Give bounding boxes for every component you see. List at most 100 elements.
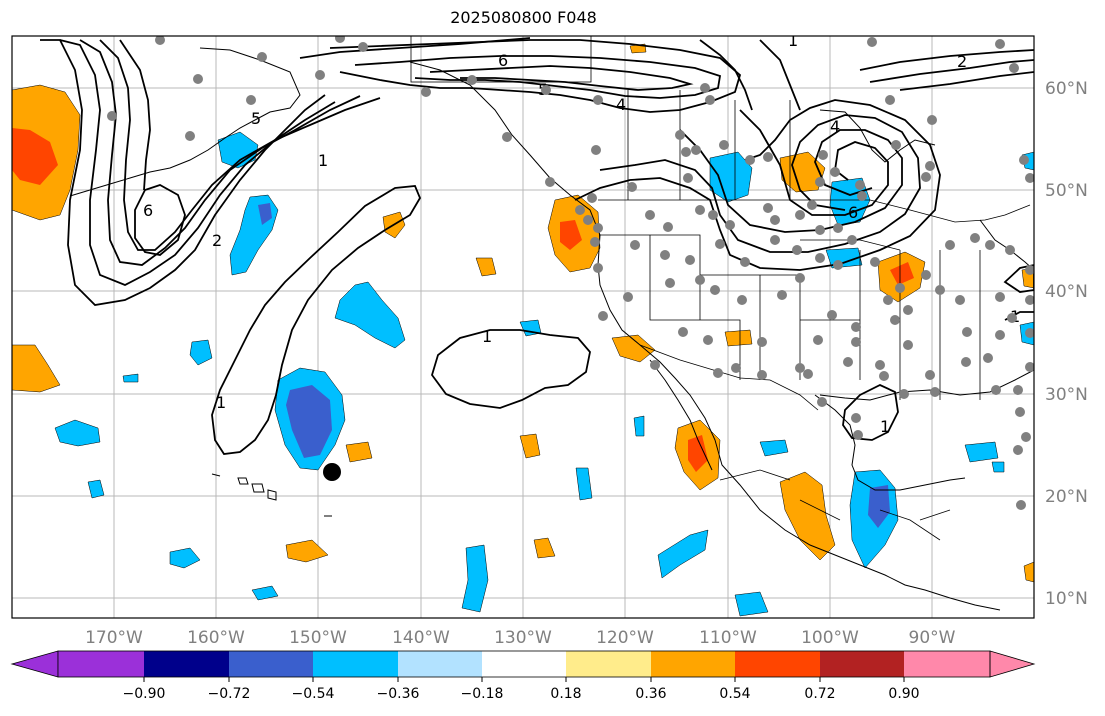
lat-label: 60°N	[1045, 79, 1088, 99]
station-dot	[763, 152, 773, 162]
station-dot	[995, 292, 1005, 302]
station-dot	[725, 220, 735, 230]
lon-label: 100°W	[801, 628, 859, 648]
station-dot	[891, 140, 901, 150]
colorbar-bin	[58, 651, 144, 677]
mexico-state-lines	[719, 469, 951, 541]
negative-anomaly-patch	[122, 373, 139, 383]
black-dot-marker	[323, 463, 341, 481]
negative-anomaly-patch	[54, 419, 101, 447]
strong-positive-anomaly-patch	[890, 262, 914, 285]
contour-label: 4	[830, 117, 840, 136]
north-america-west-coastline	[409, 61, 1001, 611]
station-dot	[583, 215, 593, 225]
station-dot	[678, 327, 688, 337]
station-dot	[663, 222, 673, 232]
state-lines	[600, 234, 981, 400]
positive-anomaly-patch	[475, 257, 497, 277]
station-dot	[847, 235, 857, 245]
contour-label: 6	[848, 203, 858, 222]
political-borders	[410, 36, 1031, 541]
station-dot	[681, 147, 691, 157]
gulf-north-coastline	[819, 369, 1034, 401]
station-dot	[315, 70, 325, 80]
colorbar-bin	[904, 651, 990, 677]
contour-1-central	[211, 185, 422, 455]
station-dot	[541, 85, 551, 95]
station-dot	[745, 155, 755, 165]
contour-label: 6	[143, 201, 153, 220]
contour-6-north	[429, 65, 694, 91]
station-dot	[903, 340, 913, 350]
negative-anomaly-patch	[633, 415, 645, 437]
strong-negative-anomaly-patch	[868, 485, 890, 528]
station-dot	[843, 357, 853, 367]
colorbar-bin	[651, 651, 735, 677]
negative-anomaly-patch	[461, 544, 489, 613]
negative-anomaly-patch	[657, 529, 709, 579]
station-dot	[591, 145, 601, 155]
contour-label: 2	[212, 231, 222, 250]
us-canada-border	[598, 199, 1031, 223]
contour-1-east	[431, 329, 591, 409]
colorbar-tick-label: −0.54	[292, 686, 335, 702]
station-dot	[757, 370, 767, 380]
positive-anomaly-patch	[611, 334, 656, 363]
station-dot	[851, 413, 861, 423]
station-dot	[246, 95, 256, 105]
station-dot	[995, 39, 1005, 49]
colorbar-tick-label: −0.90	[123, 686, 166, 702]
negative-anomaly-patch	[189, 339, 213, 366]
negative-anomaly-patch	[734, 591, 769, 617]
station-dot	[645, 210, 655, 220]
positive-anomaly-patch	[1023, 561, 1034, 583]
station-dot	[875, 360, 885, 370]
station-dot	[593, 223, 603, 233]
station-dot	[879, 371, 889, 381]
station-dot	[708, 210, 718, 220]
station-dot	[731, 363, 741, 373]
station-dot	[962, 327, 972, 337]
station-dot	[925, 370, 935, 380]
positive-anomaly-patch	[345, 441, 373, 463]
station-dot	[815, 253, 825, 263]
station-dot	[467, 75, 477, 85]
station-dot	[691, 145, 701, 155]
station-dot	[675, 130, 685, 140]
colorbar-tick-label: −0.36	[377, 686, 420, 702]
contour-1-gulf	[842, 384, 899, 441]
station-dot	[991, 385, 1001, 395]
station-dot	[665, 278, 675, 288]
lon-label: 120°W	[596, 628, 654, 648]
contour-label: 2	[957, 52, 967, 71]
colorbar-bin	[313, 651, 398, 677]
station-dot	[1025, 362, 1034, 372]
station-dot	[867, 37, 877, 47]
station-dot	[590, 237, 600, 247]
station-dot	[818, 150, 828, 160]
lat-label: 50°N	[1045, 181, 1088, 201]
station-dot	[1013, 445, 1023, 455]
strong-negative-anomaly-patch	[258, 203, 272, 225]
station-dot	[870, 257, 880, 267]
station-dot	[1009, 63, 1019, 73]
station-dot	[685, 255, 695, 265]
lon-label: 110°W	[699, 628, 757, 648]
station-dot	[358, 42, 368, 52]
negative-anomaly-patch	[251, 585, 279, 601]
longitude-labels: 170°W 160°W 150°W 140°W 130°W 120°W 110°…	[85, 628, 956, 648]
station-dot	[970, 233, 980, 243]
station-dot	[851, 337, 861, 347]
station-dot	[883, 295, 893, 305]
station-dot	[921, 172, 931, 182]
lat-label: 30°N	[1045, 385, 1088, 405]
station-dot	[955, 295, 965, 305]
negative-anomaly-patch	[964, 441, 999, 463]
station-dot	[807, 200, 817, 210]
station-dot	[795, 273, 805, 283]
station-dot	[660, 250, 670, 260]
colorbar-tick-label: 0.72	[804, 686, 835, 702]
positive-anomaly-patch	[779, 471, 836, 561]
station-dot	[623, 292, 633, 302]
station-dot	[945, 240, 955, 250]
